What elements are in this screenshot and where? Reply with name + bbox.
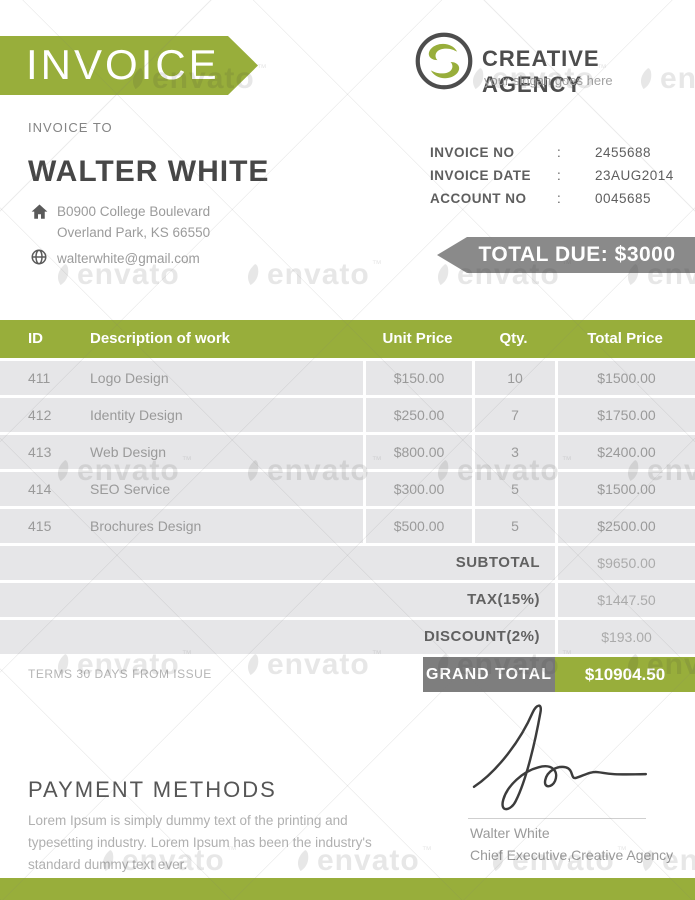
cell-total: $2400.00 bbox=[555, 435, 695, 469]
terms-note: TERMS 30 DAYS FROM ISSUE bbox=[28, 667, 212, 681]
row-desc-area: 411 Logo Design bbox=[0, 361, 363, 395]
meta-value: 0045685 bbox=[595, 191, 652, 206]
summary-row-discount: DISCOUNT(2%) $193.00 bbox=[0, 620, 695, 654]
company-logo bbox=[414, 31, 474, 96]
signer-name: Walter White bbox=[470, 825, 550, 841]
summary-label: SUBTOTAL bbox=[455, 554, 540, 571]
grand-total-label: GRAND TOTAL bbox=[423, 657, 555, 692]
summary-label: TAX(15%) bbox=[467, 591, 540, 608]
cell-id: 414 bbox=[28, 481, 52, 497]
cell-id: 412 bbox=[28, 407, 52, 423]
client-address: B0900 College Boulevard Overland Park, K… bbox=[57, 201, 210, 243]
table-row: 411 Logo Design $150.00 10 $1500.00 bbox=[0, 361, 695, 395]
cell-id: 415 bbox=[28, 518, 52, 534]
cell-unit-price: $300.00 bbox=[363, 472, 472, 506]
cell-total: $1750.00 bbox=[555, 398, 695, 432]
cell-description: Brochures Design bbox=[90, 518, 202, 534]
meta-row-account-no: ACCOUNT NO : 0045685 bbox=[430, 187, 674, 210]
meta-label: INVOICE NO bbox=[430, 145, 515, 160]
cell-unit-price: $800.00 bbox=[363, 435, 472, 469]
cell-total: $2500.00 bbox=[555, 509, 695, 543]
invoice-meta: INVOICE NO : 2455688 INVOICE DATE : 23AU… bbox=[430, 141, 674, 210]
table-body: 411 Logo Design $150.00 10 $1500.00 412 … bbox=[0, 361, 695, 546]
payment-methods-body: Lorem Ipsum is simply dummy text of the … bbox=[28, 813, 372, 872]
cell-unit-price: $250.00 bbox=[363, 398, 472, 432]
globe-icon bbox=[30, 248, 48, 271]
grand-total-value: $10904.50 bbox=[555, 657, 695, 692]
company-name: CREATIVE AGENCY bbox=[482, 46, 600, 97]
meta-separator: : bbox=[557, 168, 561, 183]
column-header-unit-price: Unit Price bbox=[382, 330, 453, 347]
column-header-id: ID bbox=[28, 330, 43, 347]
meta-label: ACCOUNT NO bbox=[430, 191, 527, 206]
invoice-title-banner: INVOICE bbox=[0, 36, 258, 95]
meta-row-invoice-no: INVOICE NO : 2455688 bbox=[430, 141, 674, 164]
table-header: ID Description of work Unit Price Qty. T… bbox=[0, 320, 695, 358]
cell-id: 411 bbox=[28, 370, 51, 386]
table-row: 413 Web Design $800.00 3 $2400.00 bbox=[0, 435, 695, 469]
table-header-desc-area: ID Description of work bbox=[0, 320, 363, 358]
row-desc-area: 415 Brochures Design bbox=[0, 509, 363, 543]
row-desc-area: 412 Identity Design bbox=[0, 398, 363, 432]
column-header-description: Description of work bbox=[90, 330, 231, 347]
invoice-title: INVOICE bbox=[26, 41, 220, 88]
cell-qty: 3 bbox=[472, 435, 555, 469]
signer-title: Chief Executive,Creative Agency bbox=[470, 847, 674, 863]
client-name: WALTER WHITE bbox=[28, 155, 270, 188]
cell-unit-price: $150.00 bbox=[363, 361, 472, 395]
column-header-qty: Qty. bbox=[499, 330, 528, 347]
cell-id: 413 bbox=[28, 444, 52, 460]
meta-label: INVOICE DATE bbox=[430, 168, 532, 183]
row-desc-area: 413 Web Design bbox=[0, 435, 363, 469]
payment-methods-heading: PAYMENT METHODS bbox=[28, 777, 277, 802]
row-desc-area: 414 SEO Service bbox=[0, 472, 363, 506]
summary-row-subtotal: SUBTOTAL $9650.00 bbox=[0, 546, 695, 580]
cell-description: Web Design bbox=[90, 444, 167, 460]
table-row: 414 SEO Service $300.00 5 $1500.00 bbox=[0, 472, 695, 506]
cell-qty: 10 bbox=[472, 361, 555, 395]
invoice-to-label: INVOICE TO bbox=[28, 120, 113, 135]
meta-value: 2455688 bbox=[595, 145, 652, 160]
meta-separator: : bbox=[557, 145, 561, 160]
table-row: 415 Brochures Design $500.00 5 $2500.00 bbox=[0, 509, 695, 543]
meta-row-invoice-date: INVOICE DATE : 23AUG2014 bbox=[430, 164, 674, 187]
grand-total-row: GRAND TOTAL $10904.50 bbox=[0, 657, 695, 692]
cell-qty: 5 bbox=[472, 472, 555, 506]
client-address-line1: B0900 College Boulevard bbox=[57, 204, 211, 219]
footer-bar bbox=[0, 878, 695, 900]
company-slogan: your slogan goes here bbox=[484, 73, 613, 88]
cell-unit-price: $500.00 bbox=[363, 509, 472, 543]
summary-value: $9650.00 bbox=[555, 546, 695, 580]
cell-qty: 7 bbox=[472, 398, 555, 432]
cell-description: Logo Design bbox=[90, 370, 169, 386]
cell-description: SEO Service bbox=[90, 481, 171, 497]
table-row: 412 Identity Design $250.00 7 $1750.00 bbox=[0, 398, 695, 432]
cell-qty: 5 bbox=[472, 509, 555, 543]
signature-image bbox=[472, 704, 648, 811]
cell-total: $1500.00 bbox=[555, 361, 695, 395]
summary-row-tax: TAX(15%) $1447.50 bbox=[0, 583, 695, 617]
cell-total: $1500.00 bbox=[555, 472, 695, 506]
total-due-banner: TOTAL DUE: $3000 bbox=[437, 237, 695, 273]
meta-value: 23AUG2014 bbox=[595, 168, 674, 183]
home-icon bbox=[30, 203, 49, 226]
summary-label: DISCOUNT(2%) bbox=[423, 628, 540, 645]
client-email: walterwhite@gmail.com bbox=[57, 251, 200, 266]
envato-leaf-icon bbox=[437, 264, 449, 285]
company-logo-icon bbox=[415, 32, 473, 90]
client-address-line2: Overland Park, KS 66550 bbox=[57, 225, 211, 240]
signature-line bbox=[468, 818, 646, 819]
meta-separator: : bbox=[557, 191, 561, 206]
summary-section: SUBTOTAL $9650.00 TAX(15%) $1447.50 DISC… bbox=[0, 546, 695, 657]
summary-value: $193.00 bbox=[555, 620, 695, 654]
summary-value: $1447.50 bbox=[555, 583, 695, 617]
envato-leaf-icon bbox=[247, 264, 259, 285]
cell-description: Identity Design bbox=[90, 407, 183, 423]
column-header-total-price: Total Price bbox=[587, 330, 663, 347]
